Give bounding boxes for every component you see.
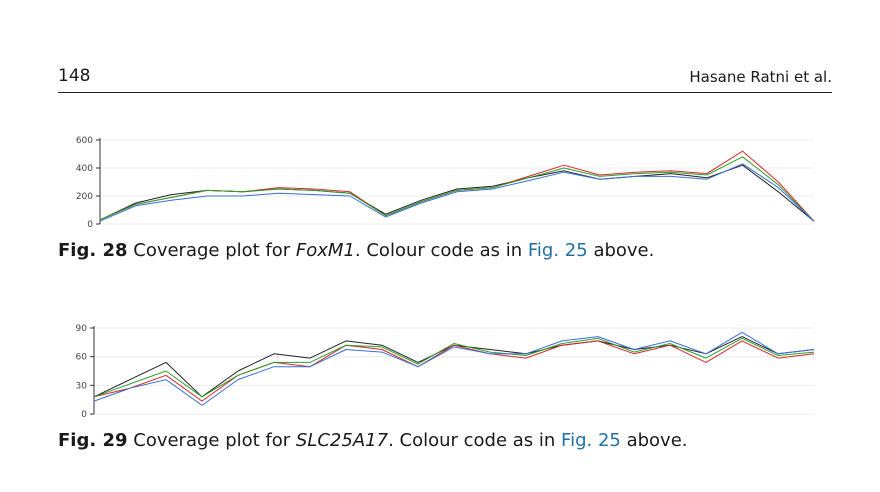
page-number: 148 <box>58 66 91 86</box>
coverage-plot-foxm1: 0 200 400 600 <box>58 134 832 230</box>
y-tick-label: 90 <box>76 324 88 334</box>
coverage-series-line <box>99 156 815 222</box>
y-tick-label: 600 <box>76 136 93 146</box>
y-tick-label: 400 <box>76 164 93 174</box>
running-head: Hasane Ratni et al. <box>689 68 832 86</box>
coverage-plot-slc25a17-svg: 0 30 60 90 <box>76 324 815 420</box>
figure-label: Fig. 29 <box>58 430 128 451</box>
coverage-plot-slc25a17: 0 30 60 90 <box>58 322 832 420</box>
coverage-series-line <box>93 340 815 402</box>
coverage-series-line <box>93 331 815 406</box>
caption-text: Coverage plot for <box>133 430 296 451</box>
y-tick-label: 30 <box>76 381 88 391</box>
figure-label: Fig. 28 <box>58 240 128 261</box>
caption-text: Coverage plot for <box>133 240 296 261</box>
coverage-series-line <box>99 163 815 222</box>
gene-name: FoxM1 <box>295 240 355 261</box>
caption-text: above. <box>620 430 688 451</box>
caption-text: . Colour code as in <box>388 430 562 451</box>
y-tick-label: 0 <box>87 220 93 230</box>
y-tick-label: 200 <box>76 192 93 202</box>
figure-29-caption: Fig. 29 Coverage plot for SLC25A17. Colo… <box>58 430 688 451</box>
gene-name: SLC25A17 <box>295 430 389 451</box>
y-tick-label: 60 <box>76 353 88 363</box>
coverage-plot-foxm1-svg: 0 200 400 600 <box>76 136 815 230</box>
y-tick-label: 0 <box>81 410 87 420</box>
page-header: 148 Hasane Ratni et al. <box>58 64 832 93</box>
coverage-series-line <box>93 337 815 398</box>
figure-28-caption: Fig. 28 Coverage plot for FoxM1. Colour … <box>58 240 654 261</box>
figure-reference-link[interactable]: Fig. 25 <box>561 430 621 451</box>
caption-text: above. <box>587 240 655 261</box>
coverage-series-line <box>99 150 815 222</box>
caption-text: . Colour code as in <box>354 240 528 261</box>
figure-reference-link[interactable]: Fig. 25 <box>527 240 588 261</box>
